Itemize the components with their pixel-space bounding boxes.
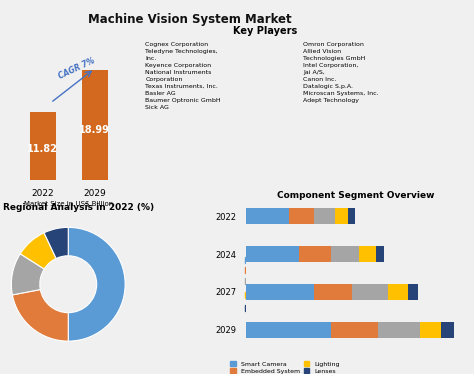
Bar xyxy=(376,246,384,262)
Bar xyxy=(359,246,376,262)
Bar xyxy=(246,284,314,300)
X-axis label: Market Size in US$ Billion: Market Size in US$ Billion xyxy=(24,201,113,207)
Text: 18.99: 18.99 xyxy=(79,125,110,135)
Bar xyxy=(314,284,353,300)
Wedge shape xyxy=(68,227,125,341)
Bar xyxy=(331,246,359,262)
Bar xyxy=(246,208,289,224)
Text: Omron Corporation
Allied Vision
Technologies GmbH
Intel Corporation,
Jai A/S,
Ca: Omron Corporation Allied Vision Technolo… xyxy=(303,42,379,103)
Text: CAGR 7%: CAGR 7% xyxy=(57,56,97,81)
Wedge shape xyxy=(12,289,68,341)
Wedge shape xyxy=(44,227,68,258)
Bar xyxy=(82,70,108,180)
Wedge shape xyxy=(11,254,44,295)
Bar xyxy=(389,284,408,300)
Bar xyxy=(289,208,314,224)
Text: Key Players: Key Players xyxy=(233,26,297,36)
Legend: Smart Camera, Embedded System, Frame Grabber, Lighting, Lenses: Smart Camera, Embedded System, Frame Gra… xyxy=(228,359,342,374)
Text: Cognex Corporation
Teledyne Technologies,
Inc.
Keyence Corporation
National Inst: Cognex Corporation Teledyne Technologies… xyxy=(146,42,221,110)
Bar xyxy=(331,322,378,338)
Bar xyxy=(336,208,348,224)
Bar xyxy=(314,208,336,224)
Title: Component Segment Overview: Component Segment Overview xyxy=(277,191,434,200)
Bar xyxy=(353,284,389,300)
Bar xyxy=(378,322,420,338)
Text: Regional Analysis in 2022 (%): Regional Analysis in 2022 (%) xyxy=(3,203,154,212)
Bar xyxy=(30,111,56,180)
Bar xyxy=(300,246,331,262)
Bar xyxy=(348,208,355,224)
Text: Machine Vision System Market: Machine Vision System Market xyxy=(88,13,292,26)
Wedge shape xyxy=(20,233,56,269)
Legend: North America, Europe, Asia Pacific, Middle East &
Africa, South America: North America, Europe, Asia Pacific, Mid… xyxy=(243,254,314,315)
Bar xyxy=(246,322,331,338)
Text: 11.82: 11.82 xyxy=(27,144,58,154)
Bar xyxy=(246,246,300,262)
Bar xyxy=(420,322,441,338)
Bar xyxy=(408,284,418,300)
Bar xyxy=(441,322,454,338)
